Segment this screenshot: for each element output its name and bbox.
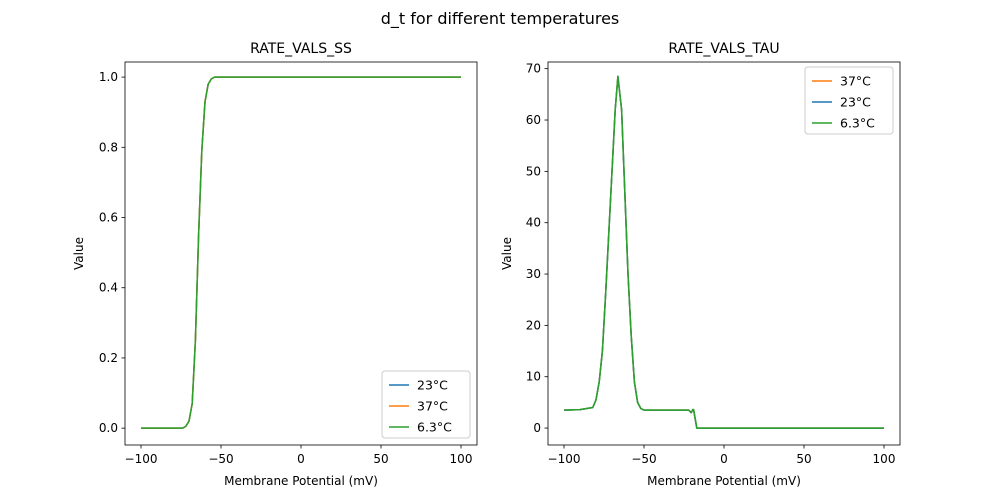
x-tick-label: −50 xyxy=(631,452,656,466)
x-tick-label: 50 xyxy=(796,452,811,466)
figure-title: d_t for different temperatures xyxy=(381,9,620,29)
y-tick-label: 0.2 xyxy=(99,351,118,365)
panel-title: RATE_VALS_TAU xyxy=(668,41,779,57)
y-axis-label: Value xyxy=(72,237,86,270)
panel-1: RATE_VALS_TAU −100 −50 0 50 100 0 10 20 30 40 50 60 7… xyxy=(500,41,901,488)
legend-label: 37°C xyxy=(417,399,448,414)
y-tick-label: 1.0 xyxy=(99,70,118,84)
legend-box xyxy=(804,66,894,135)
x-tick-label: 0 xyxy=(297,452,305,466)
y-tick-label: 20 xyxy=(526,318,541,332)
y-tick-label: 0 xyxy=(533,421,541,435)
x-tick-label: 50 xyxy=(373,452,388,466)
series-line-6.3°C xyxy=(563,75,884,429)
series-line-6.3°C xyxy=(141,76,461,429)
y-tick-label: 0.4 xyxy=(99,281,118,295)
legend-label: 23°C xyxy=(417,378,448,393)
y-tick-label: 0.0 xyxy=(99,421,118,435)
x-tick-label: 100 xyxy=(450,452,473,466)
x-axis-label: Membrane Potential (mV) xyxy=(224,474,378,488)
x-tick-label: 100 xyxy=(873,452,896,466)
y-tick-label: 0.8 xyxy=(99,140,118,154)
x-tick-label: −50 xyxy=(208,452,233,466)
x-axis-label: Membrane Potential (mV) xyxy=(647,474,801,488)
legend-label: 37°C xyxy=(840,74,871,89)
legend-label: 6.3°C xyxy=(417,420,452,435)
legend-label: 6.3°C xyxy=(840,116,875,131)
legend-label: 23°C xyxy=(840,95,871,110)
x-tick-label: −100 xyxy=(548,452,581,466)
x-tick-label: −100 xyxy=(125,452,158,466)
x-tick-label: 0 xyxy=(720,452,728,466)
legend: 37°C 23°C 6.3°C xyxy=(804,66,894,135)
y-tick-label: 30 xyxy=(526,267,541,281)
panel-0: RATE_VALS_SS −100 −50 0 50 100 0.0 0.2 0.4 0.6 0.8… xyxy=(72,41,478,488)
y-tick-label: 40 xyxy=(526,216,541,230)
y-tick-label: 60 xyxy=(526,113,541,127)
y-tick-label: 50 xyxy=(526,164,541,178)
legend: 23°C 37°C 6.3°C xyxy=(381,370,471,439)
panel-title: RATE_VALS_SS xyxy=(250,41,352,57)
y-tick-label: 0.6 xyxy=(99,211,118,225)
y-tick-label: 10 xyxy=(526,370,541,384)
legend-box xyxy=(381,370,471,439)
y-axis-label: Value xyxy=(500,237,514,270)
y-tick-label: 70 xyxy=(526,62,541,76)
